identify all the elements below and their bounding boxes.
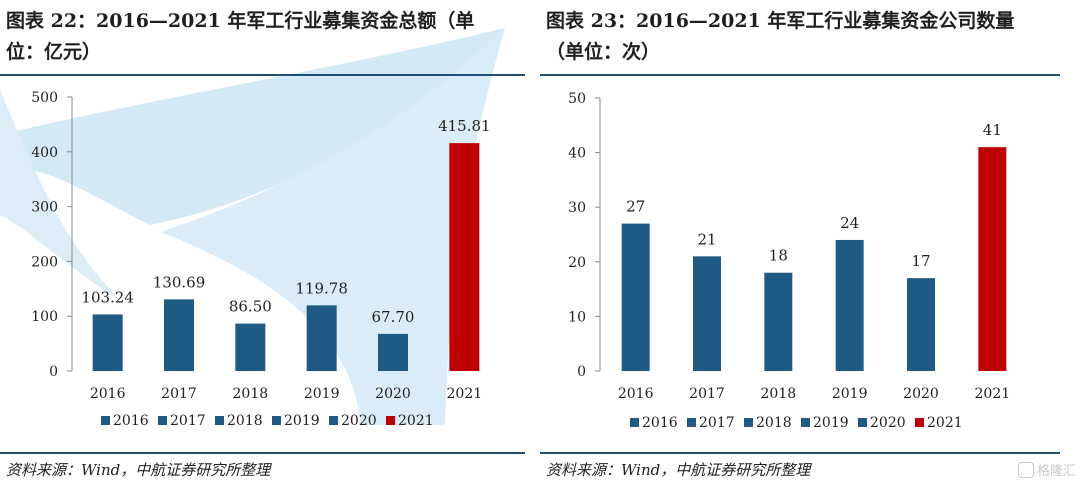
bar-2016	[92, 314, 123, 371]
bar-2020	[907, 278, 935, 371]
x-tick-label-2019: 2019	[304, 386, 340, 402]
data-label-2018: 18	[769, 247, 788, 265]
x-tick-label-2021: 2021	[447, 386, 483, 402]
y-tick-label: 400	[31, 145, 58, 161]
top-rule	[540, 74, 1060, 76]
x-tick-label-2020: 2020	[903, 386, 939, 402]
legend-label-2021: 2021	[927, 415, 963, 431]
bar-2021	[978, 147, 1007, 371]
top-rule	[0, 74, 525, 76]
x-tick-label-2019: 2019	[832, 386, 868, 402]
data-label-2021: 41	[983, 121, 1002, 139]
bar-2020	[378, 333, 408, 371]
y-tick-label: 20	[568, 255, 586, 271]
x-tick-label-2021: 2021	[975, 386, 1011, 402]
chart-title: 图表 23：2016—2021 年军工行业募集资金公司数量 （单位：次）	[546, 6, 1014, 68]
legend-label-2017: 2017	[699, 415, 735, 431]
swoosh-tail	[0, 90, 120, 300]
legend-swatch-2018	[215, 416, 224, 425]
legend-label-2020: 2020	[341, 413, 377, 429]
data-label-2020: 67.70	[372, 308, 415, 326]
bar-2019	[835, 239, 864, 371]
watermark-logo-icon	[1017, 462, 1034, 478]
y-tick-label: 0	[577, 364, 586, 380]
chart-title-line2: （单位：次）	[546, 41, 661, 63]
bar-2021	[449, 143, 480, 371]
legend-swatch-2016	[101, 416, 110, 425]
legend-label-2018: 2018	[227, 413, 263, 429]
y-tick-label: 40	[568, 146, 586, 162]
chart-title: 图表 22：2016—2021 年军工行业募集资金总额（单 位：亿元）	[6, 6, 474, 68]
bar-2018	[235, 323, 266, 371]
legend-swatch-2018	[744, 418, 753, 427]
watermark-logo: 格隆汇	[1017, 460, 1076, 479]
data-label-2016: 27	[626, 198, 645, 216]
chart-panel-total-funds: 图表 22：2016—2021 年军工行业募集资金总额（单 位：亿元） 0 100…	[0, 0, 530, 489]
bar-2019	[306, 305, 337, 371]
x-tick-label-2018: 2018	[233, 386, 269, 402]
chart-panel-company-count: 图表 23：2016—2021 年军工行业募集资金公司数量 （单位：次） 0 10…	[540, 0, 1080, 489]
bottom-rule	[540, 452, 1060, 454]
source-note: 资料来源：Wind，中航证券研究所整理	[6, 461, 271, 479]
legend-label-2020: 2020	[870, 415, 906, 431]
legend-label-2019: 2019	[813, 415, 849, 431]
y-tick-label: 0	[49, 364, 58, 380]
bottom-rule	[0, 452, 525, 454]
x-tick-label-2016: 2016	[90, 386, 126, 402]
legend-label-2016: 2016	[113, 413, 149, 429]
y-tick-label: 10	[568, 309, 586, 325]
y-tick-label: 30	[568, 200, 586, 216]
swoosh-blade-upper	[0, 28, 505, 225]
y-tick-label: 100	[31, 309, 58, 325]
data-label-2021: 415.81	[438, 117, 491, 135]
y-tick-label: 50	[568, 91, 586, 107]
y-tick-label: 200	[31, 254, 58, 270]
data-label-2020: 17	[911, 252, 930, 270]
chart-title-line2: 位：亿元）	[6, 41, 102, 63]
legend-swatch-2020	[329, 416, 338, 425]
swoosh-blade-lower	[160, 28, 505, 425]
x-tick-label-2020: 2020	[375, 386, 411, 402]
data-label-2017: 130.69	[153, 273, 206, 291]
legend-swatch-2019	[801, 418, 810, 427]
chart-title-line1: 图表 22：2016—2021 年军工行业募集资金总额（单	[6, 10, 475, 32]
legend-swatch-2019	[272, 416, 281, 425]
legend-swatch-2021	[386, 416, 395, 425]
legend-swatch-2017	[687, 418, 696, 427]
bar-chart-total-funds: 0 100 200 300 400 500 103.24 2016 130.69 2017 86.5…	[31, 90, 491, 429]
legend-swatch-2020	[858, 418, 867, 427]
source-note: 资料来源：Wind，中航证券研究所整理	[546, 461, 811, 479]
x-tick-label-2018: 2018	[761, 386, 797, 402]
data-label-2019: 119.78	[295, 279, 348, 297]
data-label-2016: 103.24	[81, 288, 134, 306]
legend-swatch-2021	[915, 418, 924, 427]
legend-label-2016: 2016	[642, 415, 678, 431]
bar-2017	[693, 256, 721, 371]
legend-swatch-2017	[158, 416, 167, 425]
x-tick-label-2017: 2017	[161, 386, 197, 402]
bar-2017	[164, 299, 194, 371]
bar-chart-company-count: 0 10 20 30 40 50 27 2016 21 2017 18 2018 24 2019 17 202…	[568, 91, 1011, 431]
y-tick-label: 300	[31, 200, 58, 216]
y-tick-label: 500	[31, 90, 58, 106]
chart-title-line1: 图表 23：2016—2021 年军工行业募集资金公司数量	[546, 10, 1015, 32]
legend-swatch-2016	[630, 418, 639, 427]
x-tick-label-2017: 2017	[689, 386, 725, 402]
legend-label-2018: 2018	[756, 415, 792, 431]
legend-label-2017: 2017	[170, 413, 206, 429]
legend-label-2021: 2021	[398, 413, 434, 429]
legend-label-2019: 2019	[284, 413, 320, 429]
data-label-2019: 24	[840, 214, 859, 232]
bar-2018	[764, 272, 793, 371]
x-tick-label-2016: 2016	[618, 386, 654, 402]
data-label-2018: 86.50	[229, 298, 272, 316]
data-label-2017: 21	[697, 230, 716, 248]
watermark-text: 格隆汇	[1036, 464, 1076, 479]
bar-2016	[621, 223, 650, 371]
